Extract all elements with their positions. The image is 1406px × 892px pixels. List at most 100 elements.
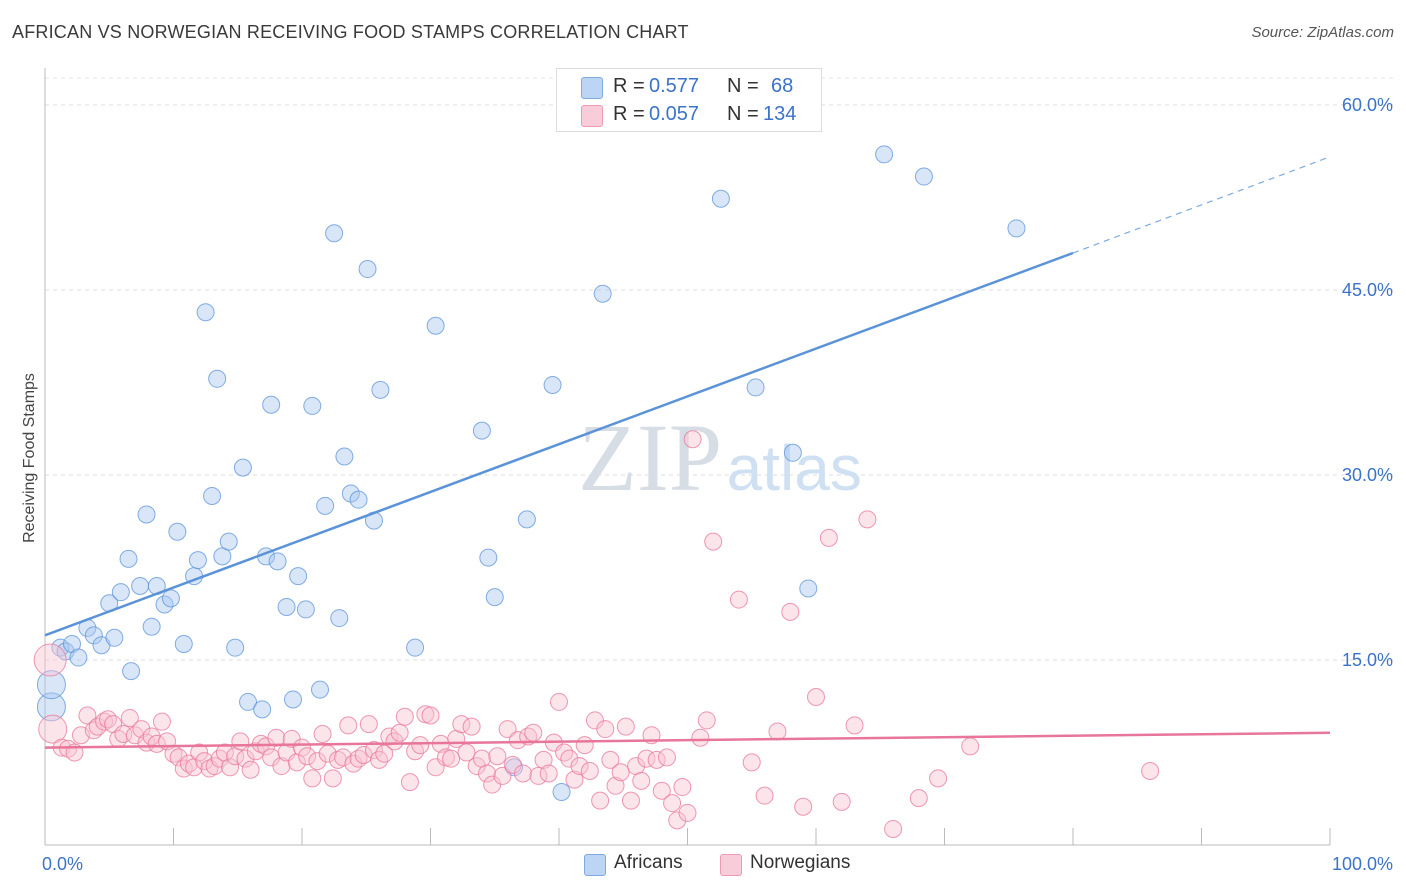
- point-norwegians: [673, 778, 692, 797]
- point-norwegians: [691, 728, 710, 747]
- point-norwegians: [514, 764, 533, 783]
- point-norwegians: [601, 750, 620, 769]
- point-africans: [783, 443, 802, 462]
- point-norwegians: [38, 714, 68, 744]
- point-norwegians: [231, 732, 250, 751]
- point-africans: [119, 549, 138, 568]
- point-africans: [358, 260, 377, 279]
- point-norwegians: [313, 725, 332, 743]
- point-norwegians: [411, 736, 430, 755]
- legend-n-value: 68: [771, 75, 794, 97]
- point-norwegians: [452, 715, 471, 734]
- point-norwegians: [807, 688, 825, 706]
- point-norwegians: [298, 747, 317, 766]
- point-norwegians: [570, 757, 589, 776]
- point-norwegians: [323, 769, 342, 788]
- point-africans: [406, 638, 425, 657]
- legend-r-label: R =: [613, 103, 645, 125]
- legend-label-africans: Africans: [614, 852, 683, 873]
- gridlines: [45, 77, 1395, 661]
- point-africans: [593, 284, 612, 303]
- point-norwegians: [550, 692, 568, 711]
- point-norwegians: [120, 708, 139, 727]
- point-norwegians: [657, 748, 676, 767]
- point-norwegians: [395, 707, 414, 726]
- y-tick-label: 15.0%: [1342, 650, 1393, 670]
- point-norwegians: [1141, 762, 1160, 780]
- x-tick-label-min: 0.0%: [42, 854, 83, 874]
- point-africans: [1007, 219, 1026, 238]
- point-norwegians: [781, 602, 800, 621]
- point-africans: [371, 380, 390, 399]
- point-africans: [226, 638, 245, 657]
- legend-r-label: R =: [613, 75, 645, 97]
- point-africans: [69, 648, 88, 667]
- point-norwegians: [647, 750, 666, 769]
- legend-row-norwegians: R = 0.057 N = 134: [557, 101, 821, 129]
- point-africans: [111, 583, 130, 602]
- point-norwegians: [152, 712, 171, 731]
- chart-title: AFRICAN VS NORWEGIAN RECEIVING FOOD STAM…: [12, 22, 689, 42]
- point-africans: [316, 496, 335, 515]
- point-norwegians: [794, 797, 813, 816]
- point-africans: [289, 567, 308, 586]
- point-norwegians: [884, 819, 903, 838]
- legend-swatch-norwegians: [720, 854, 742, 876]
- legend-n-label: N =: [727, 103, 759, 125]
- point-norwegians: [498, 720, 517, 739]
- point-africans: [36, 670, 66, 700]
- point-norwegians: [729, 590, 748, 609]
- point-africans: [105, 628, 124, 647]
- y-tick-label: 60.0%: [1342, 95, 1393, 115]
- point-norwegians: [380, 727, 399, 746]
- point-norwegians: [364, 741, 383, 760]
- point-norwegians: [169, 748, 188, 767]
- source-label: Source: ZipAtlas.com: [1251, 24, 1394, 41]
- point-norwegians: [755, 786, 774, 805]
- point-africans: [161, 589, 180, 608]
- point-norwegians: [272, 757, 291, 776]
- point-africans: [239, 692, 258, 711]
- point-africans: [188, 551, 207, 570]
- point-norwegians: [462, 717, 481, 736]
- point-norwegians: [768, 722, 787, 741]
- point-africans: [196, 303, 215, 322]
- point-africans: [517, 510, 536, 529]
- trend-line-norwegians: [44, 731, 1331, 749]
- point-norwegians: [663, 794, 682, 813]
- point-africans: [174, 634, 193, 653]
- point-africans: [335, 447, 354, 466]
- point-africans: [219, 532, 238, 551]
- point-norwegians: [652, 781, 671, 800]
- trend-extension-africans: [1072, 156, 1331, 254]
- point-africans: [479, 548, 498, 567]
- point-norwegians: [508, 731, 527, 750]
- point-africans: [552, 782, 571, 801]
- point-africans: [122, 662, 141, 681]
- point-africans: [296, 600, 315, 619]
- point-norwegians: [560, 749, 579, 768]
- trend-lines: [44, 156, 1331, 749]
- point-norwegians: [457, 743, 476, 762]
- point-norwegians: [697, 711, 716, 730]
- point-africans: [253, 700, 272, 719]
- watermark: ZIP atlas: [578, 404, 862, 511]
- point-norwegians: [596, 720, 615, 739]
- legend-r-value: 0.577: [649, 75, 700, 97]
- point-africans: [875, 145, 894, 164]
- point-norwegians: [33, 643, 67, 677]
- point-norwegians: [591, 791, 610, 810]
- point-norwegians: [114, 725, 133, 743]
- point-norwegians: [668, 811, 687, 830]
- point-norwegians: [632, 771, 651, 790]
- point-norwegians: [359, 715, 378, 734]
- point-africans: [268, 552, 287, 571]
- point-africans: [711, 189, 730, 208]
- tick-labels: 15.0% 30.0% 45.0% 60.0% 0.0% 100.0%: [42, 95, 1393, 874]
- point-norwegians: [524, 723, 543, 742]
- correlation-legend: R = 0.577 N = 68 R = 0.057 N = 134: [556, 68, 822, 132]
- legend-swatch-africans: [581, 77, 603, 99]
- point-africans: [208, 369, 227, 388]
- point-africans: [277, 597, 296, 616]
